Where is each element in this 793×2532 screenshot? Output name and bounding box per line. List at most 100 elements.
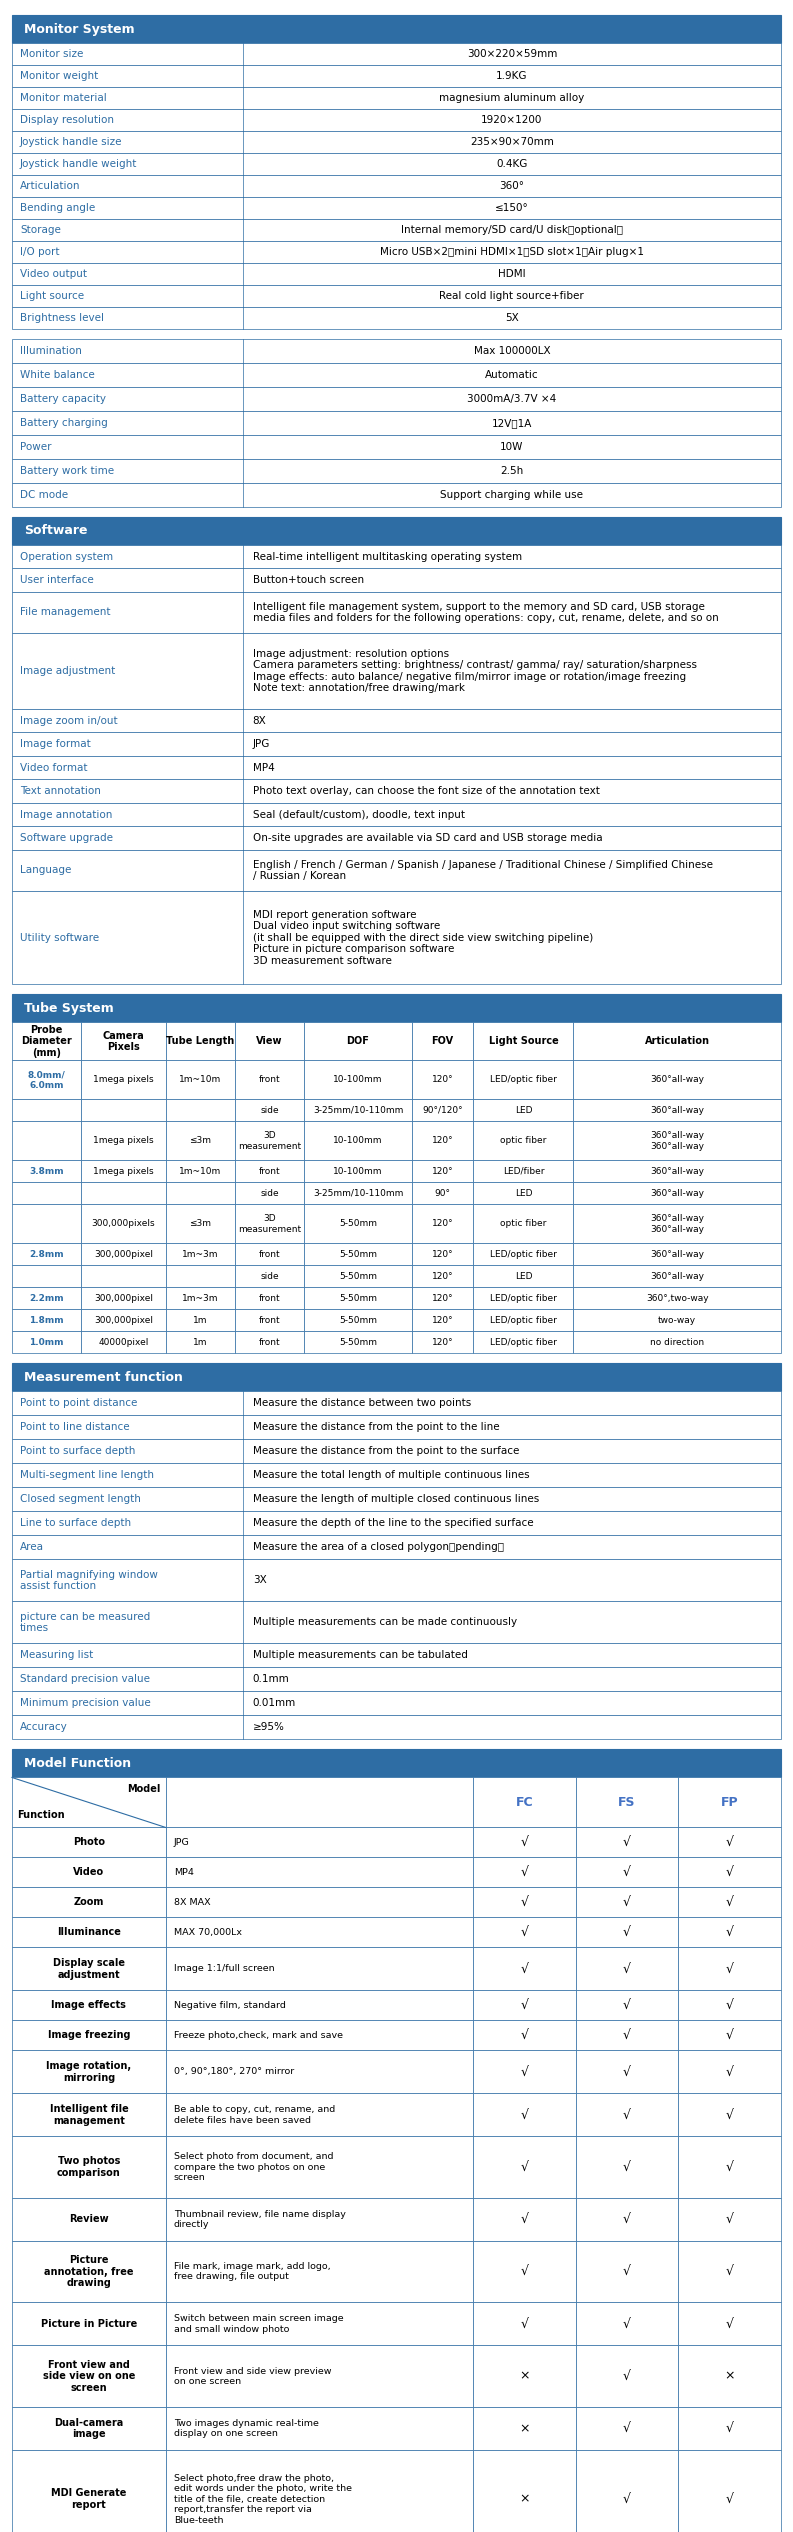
Bar [235,1266,305,1286]
Text: Zoom: Zoom [74,1896,104,1907]
Text: Monitor material: Monitor material [20,94,107,104]
Bar [412,1160,473,1182]
Bar [305,1243,412,1266]
Bar [12,891,781,985]
Text: Operation system: Operation system [20,552,113,562]
Bar [473,1309,573,1332]
Bar [12,218,781,241]
Bar [166,1160,235,1182]
Bar [12,458,781,484]
Bar [12,263,781,286]
Text: √: √ [726,2423,734,2436]
Bar [473,1023,573,1061]
Bar [235,1309,305,1332]
Bar [12,1243,81,1266]
Text: √: √ [520,1836,529,1848]
Text: 1.8mm: 1.8mm [29,1317,64,1324]
Bar [12,2302,166,2345]
Bar [12,1858,166,1886]
Bar [81,1182,166,1205]
Text: Image effects: Image effects [52,2000,126,2010]
Text: √: √ [520,1866,529,1879]
Text: Micro USB×2；mini HDMI×1；SD slot×1；Air plug×1: Micro USB×2；mini HDMI×1；SD slot×1；Air pl… [380,248,644,258]
Bar [81,1205,166,1243]
Text: 120°: 120° [432,1137,454,1144]
Text: Two photos
comparison: Two photos comparison [57,2157,121,2178]
Bar [12,1099,81,1122]
Bar [235,1023,305,1061]
Bar [412,1205,473,1243]
Text: Automatic: Automatic [485,370,538,380]
Text: Battery charging: Battery charging [20,418,108,428]
Text: √: √ [623,1962,630,1975]
Text: Camera
Pixels: Camera Pixels [102,1031,144,1053]
Bar [81,1061,166,1099]
Text: √: √ [726,1998,734,2013]
Bar [12,780,781,803]
Text: FC: FC [515,1795,534,1808]
Bar [12,43,781,66]
Text: ≤150°: ≤150° [495,203,529,213]
Text: ×: × [724,2370,735,2383]
Bar [81,1160,166,1182]
Bar [12,2345,166,2408]
Text: √: √ [520,2160,529,2175]
Text: √: √ [623,1927,630,1940]
Bar [12,152,781,175]
Text: 1.0mm: 1.0mm [29,1337,64,1347]
Text: 120°: 120° [432,1271,454,1281]
Bar [576,1990,678,2021]
Text: Light Source: Light Source [488,1036,558,1046]
Text: Image adjustment: Image adjustment [20,666,115,676]
Bar [305,1099,412,1122]
Bar [473,2345,576,2408]
Bar [12,1393,781,1415]
Bar [12,436,781,458]
Text: Light source: Light source [20,291,84,301]
Text: Measurement function: Measurement function [24,1370,183,1385]
Text: MAX 70,000Lx: MAX 70,000Lx [174,1927,242,1937]
Text: LED: LED [515,1190,532,1198]
Bar [12,132,781,152]
Text: FP: FP [721,1795,738,1808]
Text: 2.2mm: 2.2mm [29,1294,64,1304]
Bar [473,2137,576,2198]
Text: LED/optic fiber: LED/optic fiber [490,1294,557,1304]
Bar [81,1266,166,1286]
Bar [12,1947,166,1990]
Text: √: √ [726,1927,734,1940]
Bar [12,1266,81,1286]
Text: 1m~10m: 1m~10m [179,1167,221,1175]
Bar [12,2241,166,2302]
Bar [12,1365,781,1393]
Bar [12,544,781,570]
Bar [473,1182,573,1205]
Bar [12,175,781,197]
Text: √: √ [520,2066,529,2079]
Bar [412,1023,473,1061]
Bar [412,1309,473,1332]
Bar [12,1603,781,1643]
Text: Front view and side view preview
on one screen: Front view and side view preview on one … [174,2367,331,2385]
Text: 1mega pixels: 1mega pixels [94,1137,154,1144]
Bar [12,1886,166,1917]
Bar [576,1886,678,1917]
Text: 360°all-way: 360°all-way [650,1106,704,1114]
Text: √: √ [726,2160,734,2175]
Text: FOV: FOV [431,1036,454,1046]
Bar [235,1286,305,1309]
Bar [166,1182,235,1205]
Text: √: √ [623,2213,630,2226]
Text: Front view and
side view on one
screen: Front view and side view on one screen [43,2360,135,2393]
Text: side: side [260,1271,279,1281]
Text: 5-50mm: 5-50mm [339,1220,377,1228]
Text: 5-50mm: 5-50mm [339,1271,377,1281]
Text: 10W: 10W [500,443,523,453]
Text: √: √ [726,1836,734,1848]
Bar [81,1023,166,1061]
Bar [12,517,781,544]
Text: Picture
annotation, free
drawing: Picture annotation, free drawing [44,2256,134,2289]
Text: Partial magnifying window
assist function: Partial magnifying window assist functio… [20,1570,158,1590]
Text: HDMI: HDMI [498,268,526,279]
Bar [81,1286,166,1309]
